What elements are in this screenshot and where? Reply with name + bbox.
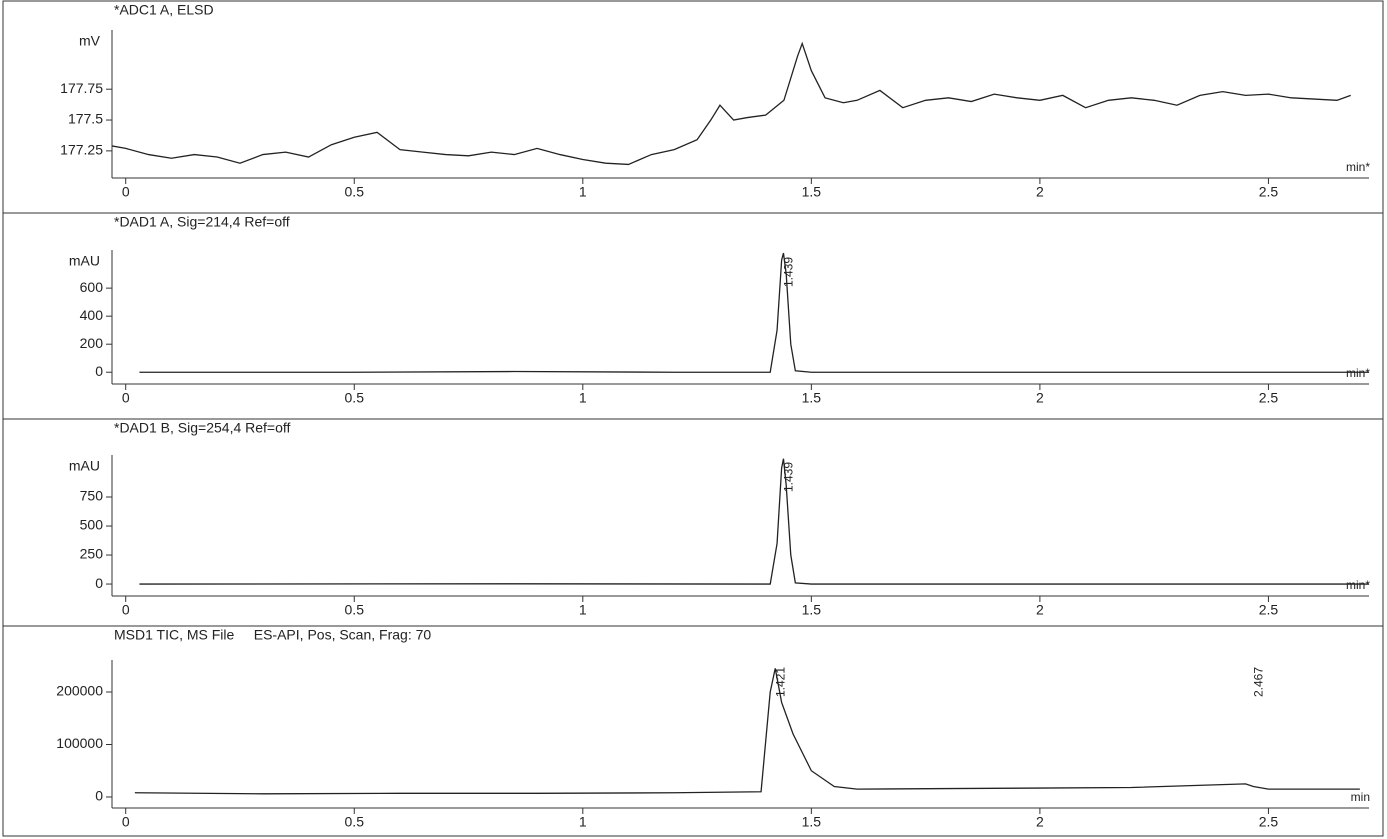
x-axis-label: min* — [1346, 578, 1370, 592]
y-tick-label: 177.5 — [68, 111, 103, 127]
x-tick-label: 0.5 — [345, 602, 365, 618]
panel-frame — [2, 0, 1384, 214]
x-tick-label: 1 — [579, 184, 587, 200]
trace — [139, 458, 1369, 585]
x-tick-label: 1.5 — [802, 602, 822, 618]
y-tick-label: 177.75 — [60, 80, 103, 96]
panel-frame — [2, 625, 1384, 837]
x-tick-label: 0.5 — [345, 390, 365, 406]
x-tick-label: 2 — [1036, 184, 1044, 200]
panel-title: *DAD1 B, Sig=254,4 Ref=off — [114, 420, 291, 436]
y-tick-label: 200 — [80, 335, 104, 351]
y-tick-label: 200000 — [56, 683, 103, 699]
y-tick-label: 177.25 — [60, 142, 103, 158]
x-tick-label: 1.5 — [802, 390, 822, 406]
y-tick-label: 600 — [80, 279, 104, 295]
y-unit: mAU — [69, 253, 100, 269]
y-tick-label: 100000 — [56, 735, 103, 751]
x-tick-label: 1 — [579, 390, 587, 406]
y-tick-label: 250 — [80, 546, 104, 562]
x-tick-label: 2 — [1036, 814, 1044, 830]
x-tick-label: 2.5 — [1259, 602, 1279, 618]
x-tick-label: 1.5 — [802, 184, 822, 200]
x-axis-label: min — [1351, 790, 1370, 804]
x-tick-label: 0.5 — [345, 184, 365, 200]
x-tick-label: 0.5 — [345, 814, 365, 830]
trace — [111, 41, 1351, 166]
x-tick-label: 2 — [1036, 602, 1044, 618]
peak-label: 1.439 — [782, 462, 796, 492]
x-tick-label: 1 — [579, 602, 587, 618]
x-tick-label: 1 — [579, 814, 587, 830]
y-tick-label: 0 — [95, 788, 103, 804]
panel-title: *DAD1 A, Sig=214,4 Ref=off — [114, 214, 290, 230]
peak-label: 2.467 — [1252, 667, 1266, 697]
panel-frame — [2, 212, 1384, 420]
peak-label: 1.421 — [773, 667, 787, 697]
x-tick-label: 0 — [122, 390, 130, 406]
y-tick-label: 750 — [80, 488, 104, 504]
y-unit: mAU — [69, 458, 100, 474]
panel-title: MSD1 TIC, MS File ES-API, Pos, Scan, Fra… — [114, 627, 431, 643]
trace — [139, 252, 1369, 373]
x-tick-label: 1.5 — [802, 814, 822, 830]
peak-label: 1.439 — [782, 257, 796, 287]
x-tick-label: 0 — [122, 184, 130, 200]
y-tick-label: 0 — [95, 575, 103, 591]
x-axis-label: min* — [1346, 160, 1370, 174]
panel-title: *ADC1 A, ELSD — [114, 2, 214, 18]
x-tick-label: 2 — [1036, 390, 1044, 406]
y-tick-label: 400 — [80, 307, 104, 323]
x-axis-label: min* — [1346, 366, 1370, 380]
x-tick-label: 0 — [122, 814, 130, 830]
y-tick-label: 0 — [95, 363, 103, 379]
x-tick-label: 2.5 — [1259, 390, 1279, 406]
x-tick-label: 2.5 — [1259, 814, 1279, 830]
x-tick-label: 2.5 — [1259, 184, 1279, 200]
y-unit: mV — [79, 33, 101, 49]
y-tick-label: 500 — [80, 517, 104, 533]
panel-frame — [2, 418, 1384, 627]
trace — [134, 668, 1360, 795]
x-tick-label: 0 — [122, 602, 130, 618]
